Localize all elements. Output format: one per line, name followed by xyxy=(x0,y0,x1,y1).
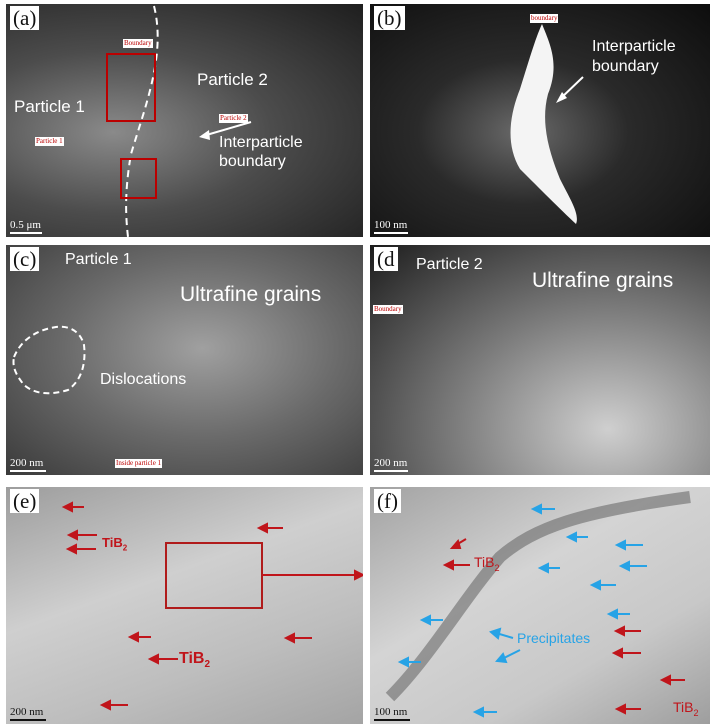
panel-b-label: (b) xyxy=(374,6,405,30)
boundary-text-b: boundary xyxy=(592,58,659,75)
tib2-label-e1: TiB2 xyxy=(102,535,128,553)
boundary-tag-d: Boundary xyxy=(373,305,403,314)
particle-2-tag: Particle 2 xyxy=(219,114,248,123)
panel-e-overlay xyxy=(61,501,363,711)
scale-bar-d: 200 nm xyxy=(374,457,408,472)
scale-bar-a: 0.5 μm xyxy=(10,219,42,234)
particle-2-text-d: Particle 2 xyxy=(416,256,483,273)
interparticle-text: Interparticle xyxy=(219,134,303,151)
inside-particle-tag: Inside particle 1 xyxy=(115,459,163,468)
boundary-tag: Boundary xyxy=(123,39,153,48)
panel-b-overlay xyxy=(510,24,584,224)
panel-e-label: (e) xyxy=(10,489,40,513)
scale-bar-f: 100 nm xyxy=(374,706,410,721)
tib2-label-e2: TiB2 xyxy=(179,650,211,671)
panel-b: (b) boundary Interparticle boundary 100 … xyxy=(370,4,710,237)
scale-bar-b: 100 nm xyxy=(374,219,408,234)
panel-c: (c) Particle 1 Ultrafine grains Dislocat… xyxy=(6,245,363,475)
particle-1-tag: Particle 1 xyxy=(35,137,64,146)
panel-e: (e) TiB2 TiB2 200 nm xyxy=(6,487,363,724)
tib2-label-f2: TiB2 xyxy=(673,699,699,718)
ultrafine-text-d: Ultrafine grains xyxy=(532,269,674,292)
boundary-text: boundary xyxy=(219,153,286,170)
scale-bar-e: 200 nm xyxy=(10,706,46,721)
particle-1-text: Particle 1 xyxy=(14,97,85,116)
panel-a-overlay xyxy=(106,5,252,237)
panel-f: (f) TiB2 Precipitates TiB2 100 nm xyxy=(370,487,710,724)
particle-2-text: Particle 2 xyxy=(197,70,268,89)
panel-c-label: (c) xyxy=(10,247,40,271)
ultrafine-text-c: Ultrafine grains xyxy=(180,283,322,306)
panel-d-label: (d xyxy=(374,247,398,271)
panel-c-overlay xyxy=(12,325,86,395)
panel-a: (a) Boundary Particle 1 Particle 2 Parti… xyxy=(6,4,363,237)
interparticle-text-b: Interparticle xyxy=(592,38,676,55)
scale-bar-c: 200 nm xyxy=(10,457,46,472)
panel-a-label: (a) xyxy=(10,6,40,30)
boundary-tag-b: boundary xyxy=(530,14,559,23)
panel-d: (d Particle 2 Ultrafine grains Boundary … xyxy=(370,245,710,475)
panel-f-label: (f) xyxy=(374,489,401,513)
dislocations-text: Dislocations xyxy=(100,371,187,388)
precipitates-label: Precipitates xyxy=(517,630,591,646)
tib2-label-f1: TiB2 xyxy=(474,554,500,573)
panel-f-overlay xyxy=(385,491,691,718)
particle-1-text-c: Particle 1 xyxy=(65,251,132,268)
